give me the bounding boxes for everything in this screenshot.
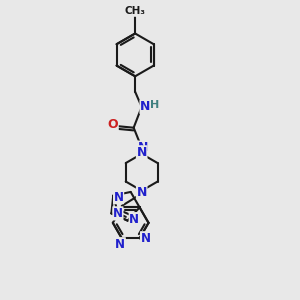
Text: N: N — [129, 213, 139, 226]
Text: N: N — [140, 232, 151, 245]
Text: N: N — [140, 100, 150, 113]
Text: H: H — [150, 100, 160, 110]
Text: CH₃: CH₃ — [124, 6, 146, 16]
Text: N: N — [115, 238, 125, 251]
Text: O: O — [107, 118, 118, 131]
Text: N: N — [136, 186, 147, 199]
Text: N: N — [114, 190, 124, 204]
Text: N: N — [113, 207, 123, 220]
Text: N: N — [136, 146, 147, 159]
Text: N: N — [137, 141, 148, 154]
